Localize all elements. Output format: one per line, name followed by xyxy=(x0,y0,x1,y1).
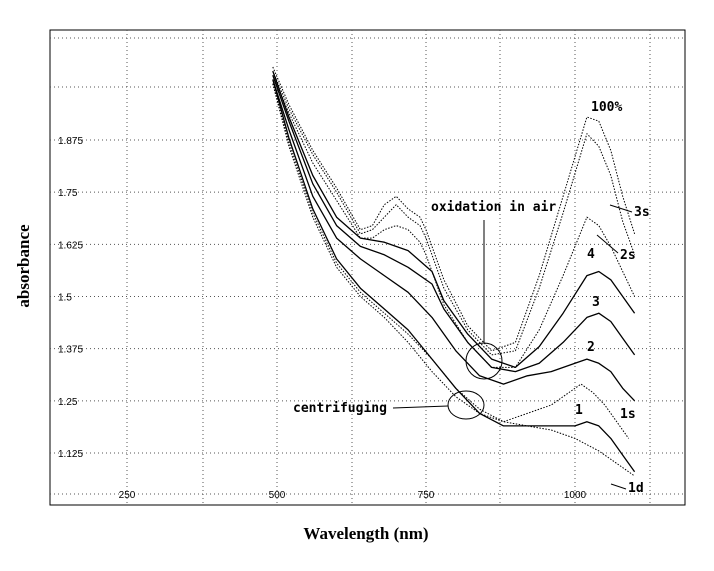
y-tick-label: 1.625 xyxy=(58,240,83,251)
y-axis-title: absorbance xyxy=(14,224,33,308)
series-label-100pct: 100% xyxy=(591,100,622,115)
series-label-2: 2 xyxy=(587,340,595,355)
y-tick-label: 1.25 xyxy=(58,397,78,408)
series-label-3s: 3s xyxy=(634,205,650,220)
y-tick-label: 1.875 xyxy=(58,136,83,147)
y-tick-label: 1.125 xyxy=(58,449,83,460)
centrifuging-pointer xyxy=(392,405,449,409)
series-leader-line xyxy=(609,204,633,213)
y-tick-label: 1.375 xyxy=(58,345,83,356)
series-line-3s xyxy=(272,70,636,356)
series-label-1d: 1d xyxy=(628,481,644,496)
x-tick-label: 500 xyxy=(269,490,286,501)
grid xyxy=(50,30,685,505)
annotation-oxidation: oxidation in air xyxy=(431,200,556,215)
y-tick-label: 1.75 xyxy=(58,188,78,199)
series-label-4: 4 xyxy=(587,247,595,262)
x-tick-label: 1000 xyxy=(564,490,587,501)
x-tick-label: 250 xyxy=(119,490,136,501)
series-lines xyxy=(272,66,636,477)
y-tick-label: 1.5 xyxy=(58,293,72,304)
centrifuging-ellipse xyxy=(447,390,485,420)
series-label-1s: 1s xyxy=(620,407,636,422)
series-line-2 xyxy=(272,79,636,402)
series-line-4 xyxy=(272,70,636,369)
plot-frame xyxy=(49,29,686,506)
annotation-centrifuging: centrifuging xyxy=(293,401,387,416)
x-axis-title: Wavelength (nm) xyxy=(303,524,428,543)
series-leader-line xyxy=(610,483,627,490)
x-tick-label: 750 xyxy=(418,490,435,501)
series-label-1: 1 xyxy=(575,403,583,418)
x-tick-labels: 250 500 750 1000 xyxy=(119,490,587,501)
series-line-3 xyxy=(272,75,636,373)
y-tick-labels: 1.125 1.25 1.375 1.5 1.625 1.75 1.875 xyxy=(58,136,83,460)
series-line-1s xyxy=(272,83,630,439)
series-leader-line xyxy=(596,234,619,254)
series-label-3: 3 xyxy=(592,295,600,310)
series-line-1d xyxy=(272,83,635,477)
series-labels: 100% 3s 2s 4 3 2 1s 1 1d xyxy=(575,100,650,496)
series-label-2s: 2s xyxy=(620,248,636,263)
